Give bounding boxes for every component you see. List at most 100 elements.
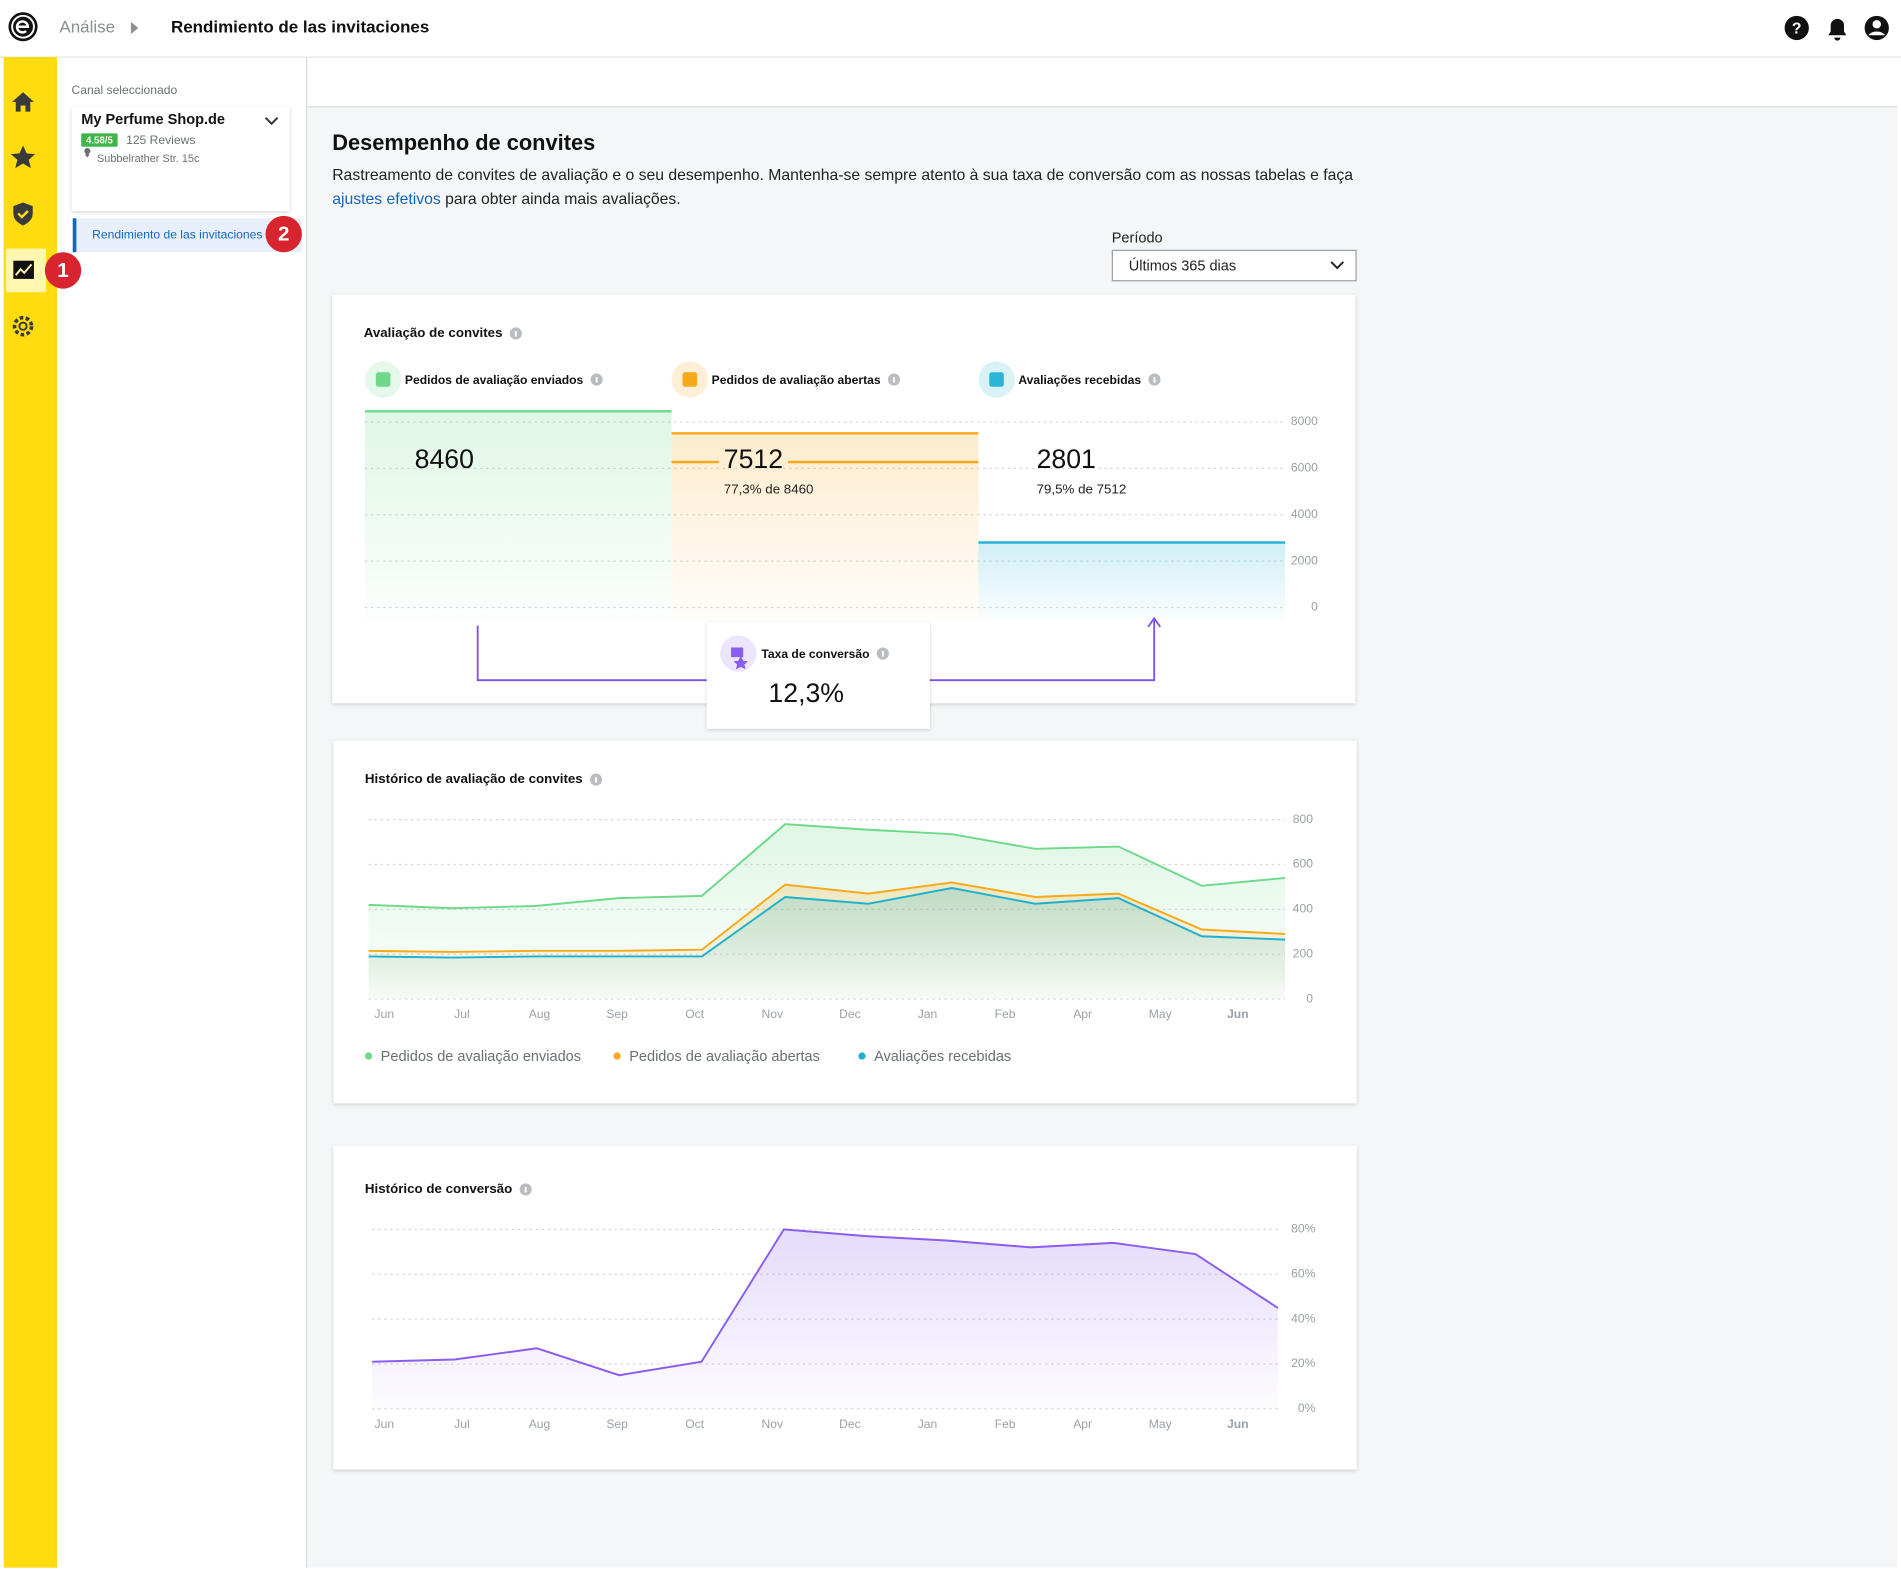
chart-title: Avaliação de convites	[364, 325, 503, 340]
nav-item[interactable]: Rendimiento de las invitaciones	[92, 227, 262, 241]
category-icon-glyph	[375, 372, 391, 387]
rating: 4.58/5	[86, 135, 114, 146]
reviews-count: 125 Reviews	[126, 133, 195, 147]
x-tick-label: Oct	[685, 1007, 704, 1021]
x-tick-label: Oct	[685, 1417, 704, 1431]
legend-marker	[364, 1052, 373, 1060]
channel-dropdown[interactable]	[264, 116, 279, 126]
bar	[364, 411, 672, 620]
conversion-box	[706, 622, 930, 729]
category-label: Pedidos de avaliação enviados	[405, 373, 584, 387]
rating-badge	[81, 133, 118, 147]
x-tick-label: Jan	[918, 1007, 938, 1021]
breadcrumb-arrow	[130, 21, 139, 35]
description-end: para obter ainda mais avaliações.	[445, 191, 681, 208]
period-select[interactable]	[1111, 249, 1357, 282]
nav-settings[interactable]	[12, 315, 34, 337]
badge-label: 1	[57, 259, 68, 282]
x-tick-label: Dec	[839, 1417, 861, 1431]
category-icon-glyph	[682, 372, 698, 387]
info-glyph	[881, 651, 884, 657]
info-glyph	[1153, 377, 1156, 383]
info-glyph	[524, 1186, 527, 1193]
y-tick-label: 8000	[1291, 414, 1318, 428]
nav-home[interactable]	[12, 92, 34, 112]
help-glyph: ?	[1792, 20, 1802, 37]
category-label: Avaliações recebidas	[1018, 373, 1141, 387]
area	[368, 888, 1286, 1000]
value-label: 2801	[1037, 444, 1096, 474]
y-tick-label: 20%	[1291, 1356, 1315, 1370]
period-caret	[1330, 261, 1344, 270]
area	[372, 1229, 1278, 1409]
nav-item-background[interactable]	[72, 218, 302, 253]
description: Rastreamento de convites de avaliação e …	[332, 167, 1353, 184]
help-icon[interactable]	[1784, 15, 1809, 41]
period-value: Últimos 365 dias	[1129, 258, 1236, 275]
info-glyph	[514, 331, 517, 337]
header: Análise Rendimiento de las invitaciones …	[8, 12, 1889, 42]
notifications-icon[interactable]	[1828, 18, 1847, 41]
x-tick-label: Jul	[454, 1417, 469, 1431]
nav-rail: 1	[3, 57, 82, 1568]
legend-label: Pedidos de avaliação abertas	[629, 1049, 820, 1065]
x-tick-label: Jan	[918, 1417, 938, 1431]
page-heading: Desempenho de convites Rastreamento de c…	[332, 130, 1357, 282]
conversion-value: 12,3%	[768, 678, 844, 708]
description-line-2: ajustes efetivos para obter ainda mais a…	[332, 191, 680, 208]
category-icon-glyph	[989, 372, 1004, 387]
description-link[interactable]: ajustes efetivos	[332, 191, 441, 208]
nav-protection[interactable]	[13, 202, 33, 226]
nav-protection-check	[17, 210, 29, 219]
y-tick-label: 2000	[1291, 553, 1318, 567]
breadcrumb[interactable]: Análise	[59, 17, 115, 36]
legend-marker	[613, 1052, 621, 1060]
chart-title: Histórico de conversão	[365, 1181, 512, 1196]
bar	[978, 542, 1286, 620]
y-tick-label: 80%	[1291, 1222, 1315, 1236]
conversion-label: Taxa de conversão	[761, 647, 869, 661]
y-tick-label: 0%	[1298, 1401, 1316, 1415]
conversion-icon-glyph	[731, 647, 749, 670]
x-tick-label: Apr	[1073, 1417, 1092, 1431]
period-label: Período	[1112, 231, 1163, 247]
x-tick-label: Sep	[606, 1417, 628, 1431]
nav-reviews[interactable]	[10, 145, 36, 169]
nav-analytics[interactable]	[13, 260, 34, 279]
x-tick-label: Sep	[606, 1007, 628, 1021]
legend-marker	[858, 1052, 866, 1060]
x-tick-label: May	[1149, 1417, 1173, 1431]
y-tick-label: 6000	[1291, 461, 1318, 475]
channel-card[interactable]	[71, 106, 290, 212]
line	[368, 823, 1286, 910]
y-tick-label: 400	[1293, 902, 1313, 916]
line	[368, 887, 1286, 959]
x-tick-label: Aug	[529, 1007, 551, 1021]
category-label: Pedidos de avaliação abertas	[712, 373, 881, 387]
badge	[265, 215, 302, 253]
value-subtitle: 79,5% de 7512	[1037, 481, 1127, 496]
nav-settings-hub	[18, 321, 28, 331]
value-subtitle: 77,3% de 8460	[724, 481, 814, 496]
y-tick-label: 0	[1306, 991, 1313, 1005]
y-tick-label: 40%	[1291, 1311, 1315, 1325]
charts: Avaliação de convites02000400060008000Pe…	[364, 325, 1318, 1431]
x-tick-label: Jun	[1227, 1417, 1249, 1431]
channel-name: My Perfume Shop.de	[81, 112, 225, 128]
logo-ring	[11, 14, 35, 39]
value-label: 7512	[724, 444, 783, 474]
page-title: Desempenho de convites	[332, 130, 595, 155]
header-title: Rendimiento de las invitaciones	[171, 17, 429, 36]
legend-label: Pedidos de avaliação enviados	[381, 1049, 581, 1065]
y-tick-label: 800	[1293, 812, 1313, 826]
y-tick-label: 200	[1293, 946, 1313, 960]
info-glyph	[595, 777, 598, 783]
y-tick-label: 60%	[1291, 1266, 1315, 1280]
x-tick-label: Jun	[375, 1007, 395, 1021]
info-glyph	[892, 377, 895, 383]
profile-body	[1868, 31, 1886, 36]
nav-analytics-glyph	[15, 263, 33, 276]
chart-title: Histórico de avaliação de convites	[365, 771, 583, 786]
